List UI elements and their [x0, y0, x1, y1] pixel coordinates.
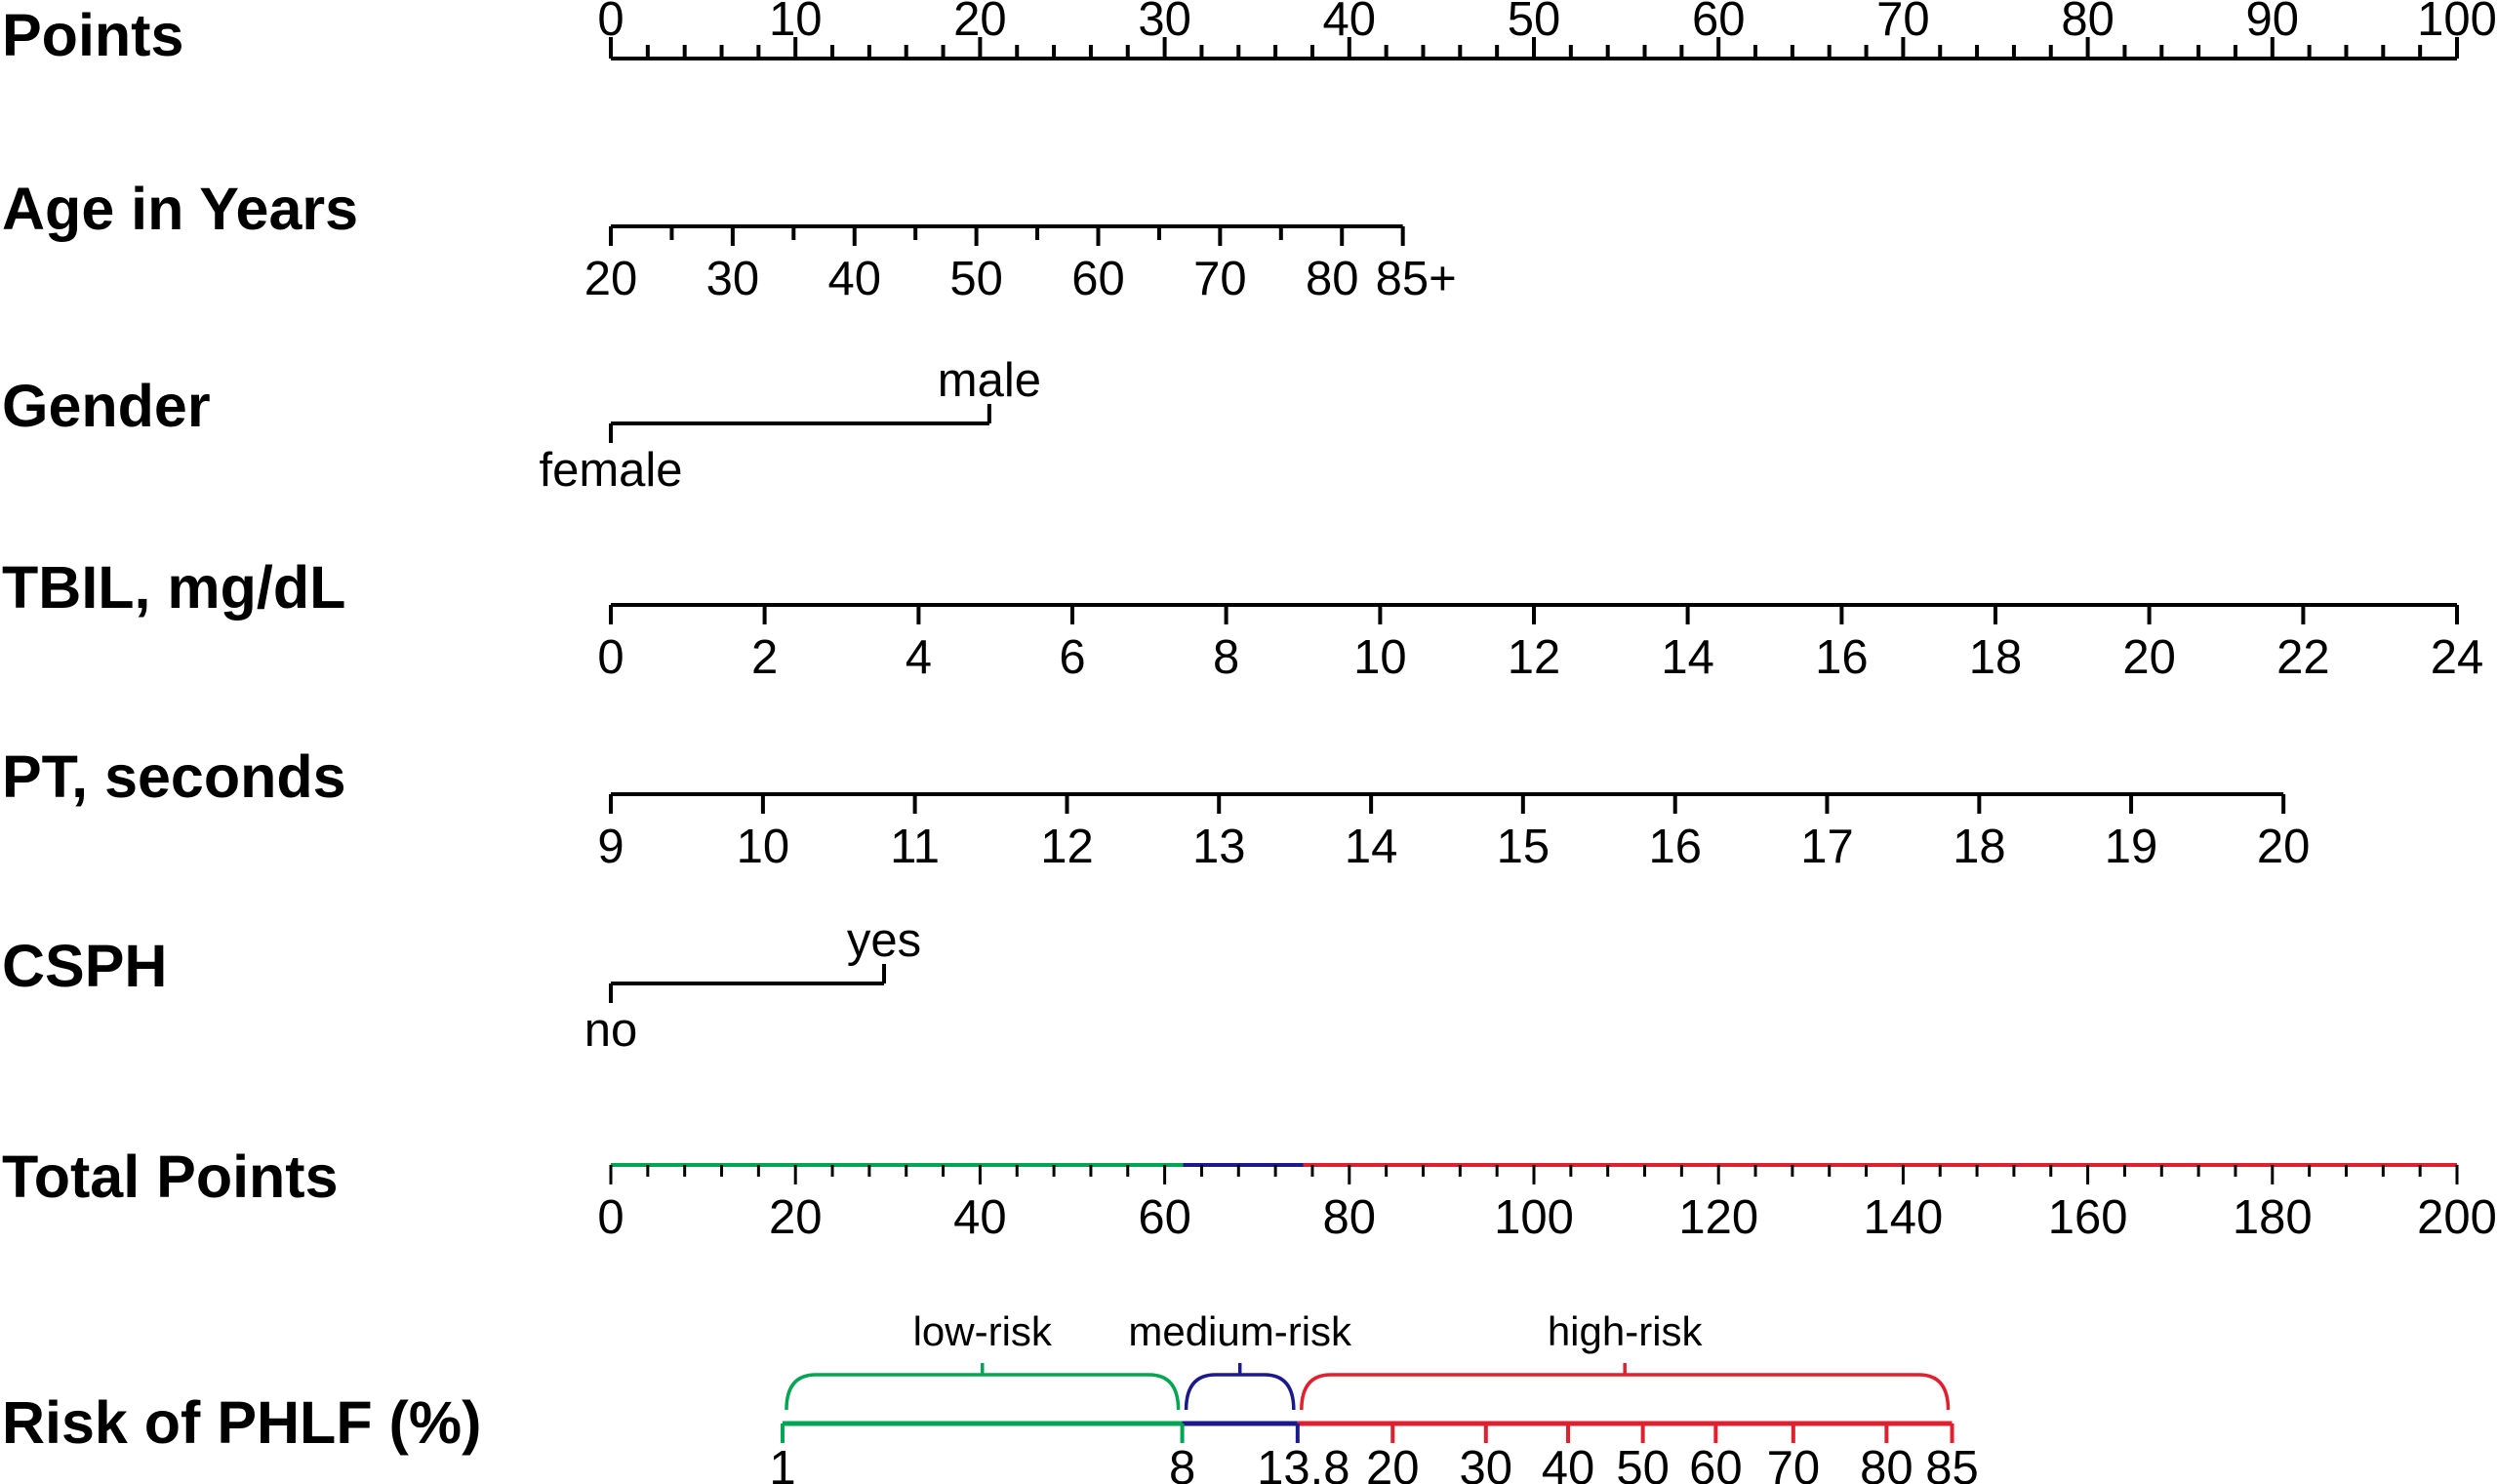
risk-tick-label: 30: [1460, 1442, 1513, 1484]
total-points-tick-label: 140: [1864, 1191, 1944, 1244]
risk-brace-high-risk: [1300, 1373, 1951, 1411]
total-points-tick-label: 160: [2048, 1191, 2128, 1244]
tbil-mg-dl-tick-label: 24: [2431, 631, 2484, 684]
row-label-risk: Risk of PHLF (%): [2, 1389, 481, 1456]
pt-seconds-tick-label: 19: [2105, 821, 2158, 873]
risk-brace-medium-risk: [1184, 1373, 1296, 1411]
tbil-mg-dl-tick-label: 8: [1213, 631, 1239, 684]
total-points-tick-label: 120: [1678, 1191, 1758, 1244]
csph-level-yes: yes: [847, 914, 921, 967]
pt-seconds-tick-label: 18: [1953, 821, 2006, 873]
points-tick-label: 30: [1138, 0, 1191, 46]
tbil-mg-dl-tick-label: 12: [1508, 631, 1561, 684]
points-tick-label: 10: [769, 0, 823, 46]
total-points-tick-label: 180: [2233, 1191, 2313, 1244]
points-tick-label: 40: [1323, 0, 1377, 46]
gender-level-female: female: [539, 444, 682, 497]
risk-tick-label: 70: [1767, 1442, 1821, 1484]
row-label-gender: Gender: [2, 373, 211, 439]
age-in-years-tick-label: 40: [827, 253, 881, 305]
age-in-years-tick-label: 80: [1306, 253, 1359, 305]
risk-brace-low-risk: [785, 1373, 1181, 1411]
points-tick-label: 50: [1508, 0, 1561, 46]
tbil-mg-dl-tick-label: 22: [2276, 631, 2330, 684]
total-points-tick-label: 200: [2417, 1191, 2497, 1244]
row-label-total-points: Total Points: [2, 1143, 339, 1210]
risk-group-label-high-risk: high-risk: [1548, 1308, 1704, 1354]
pt-seconds-tick-label: 20: [2257, 821, 2311, 873]
total-points-tick-label: 0: [597, 1191, 624, 1244]
risk-group-label-medium-risk: medium-risk: [1128, 1308, 1352, 1354]
points-tick-label: 0: [597, 0, 624, 46]
risk-tick-label: 1: [769, 1442, 795, 1484]
risk-tick-label: 50: [1616, 1442, 1670, 1484]
total-points-tick-label: 60: [1138, 1191, 1191, 1244]
pt-seconds-tick-label: 13: [1192, 821, 1246, 873]
total-points-tick-label: 40: [953, 1191, 1007, 1244]
age-in-years-tick-label: 70: [1193, 253, 1247, 305]
age-in-years-tick-label: 85+: [1376, 253, 1457, 305]
tbil-mg-dl-tick-label: 6: [1059, 631, 1085, 684]
tbil-mg-dl-tick-label: 14: [1661, 631, 1714, 684]
risk-group-label-low-risk: low-risk: [913, 1308, 1053, 1354]
gender-level-male: male: [938, 354, 1041, 407]
total-points-tick-label: 20: [769, 1191, 823, 1244]
row-label-pt-seconds: PT, seconds: [2, 743, 346, 810]
risk-tick-label: 85: [1925, 1442, 1979, 1484]
total-points-tick-label: 80: [1323, 1191, 1377, 1244]
age-in-years-tick-label: 20: [584, 253, 638, 305]
pt-seconds-tick-label: 11: [890, 821, 940, 873]
points-tick-label: 60: [1692, 0, 1746, 46]
age-in-years-tick-label: 50: [949, 253, 1003, 305]
age-in-years-tick-label: 30: [706, 253, 760, 305]
points-tick-label: 70: [1876, 0, 1930, 46]
points-tick-label: 90: [2246, 0, 2300, 46]
pt-seconds-tick-label: 10: [737, 821, 790, 873]
tbil-mg-dl-tick-label: 18: [1969, 631, 2023, 684]
tbil-mg-dl-tick-label: 0: [597, 631, 624, 684]
risk-tick-label: 8: [1169, 1442, 1195, 1484]
csph-level-no: no: [584, 1004, 638, 1057]
tbil-mg-dl-tick-label: 16: [1815, 631, 1869, 684]
risk-tick-label: 60: [1689, 1442, 1743, 1484]
total-points-tick-label: 100: [1494, 1191, 1574, 1244]
age-in-years-tick-label: 60: [1071, 253, 1125, 305]
risk-tick-label: 13.8: [1257, 1442, 1349, 1484]
points-tick-label: 20: [953, 0, 1007, 46]
tbil-mg-dl-tick-label: 20: [2122, 631, 2176, 684]
tbil-mg-dl-tick-label: 2: [751, 631, 778, 684]
row-label-points: Points: [2, 2, 183, 68]
tbil-mg-dl-tick-label: 4: [906, 631, 932, 684]
pt-seconds-tick-label: 15: [1497, 821, 1551, 873]
row-label-age-in-years: Age in Years: [2, 176, 358, 242]
row-label-tbil-mg-dl: TBIL, mg/dL: [2, 554, 345, 621]
risk-tick-label: 40: [1542, 1442, 1595, 1484]
tbil-mg-dl-tick-label: 10: [1353, 631, 1407, 684]
pt-seconds-tick-label: 12: [1040, 821, 1094, 873]
pt-seconds-tick-label: 14: [1345, 821, 1398, 873]
points-tick-label: 100: [2417, 0, 2497, 46]
risk-tick-label: 80: [1860, 1442, 1913, 1484]
pt-seconds-tick-label: 9: [597, 821, 624, 873]
row-label-csph: CSPH: [2, 933, 167, 999]
risk-tick-label: 20: [1366, 1442, 1420, 1484]
pt-seconds-tick-label: 16: [1648, 821, 1702, 873]
pt-seconds-tick-label: 17: [1800, 821, 1854, 873]
points-tick-label: 80: [2061, 0, 2114, 46]
